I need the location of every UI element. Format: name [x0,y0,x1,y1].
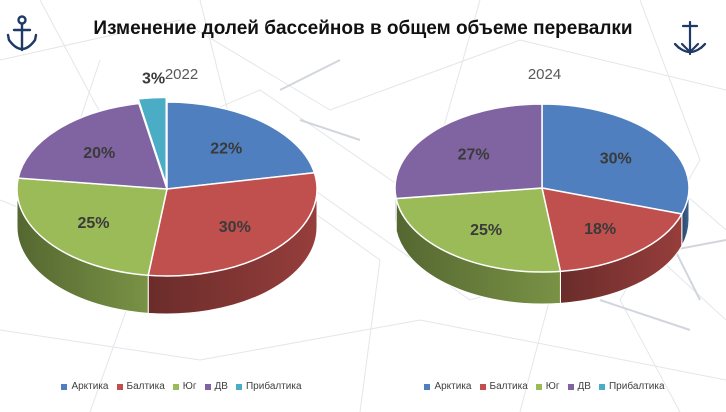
legend-swatch [535,383,542,390]
legend-label: Юг [545,381,560,392]
pie-slice-Юг [16,177,168,277]
page-title: Изменение долей бассейнов в общем объеме… [93,18,633,39]
legend-swatch [204,383,211,390]
chart-2024: 2024 30% 18% 25% 27% Арктика Балтика Юг ДВ Приб… [363,60,726,412]
data-label-Балтика: 30% [219,219,251,236]
data-label-Арктика: 30% [600,150,632,167]
legend-label: Прибалтика [608,381,665,392]
legend-swatch [235,383,242,390]
data-label-ДВ: 27% [458,147,490,164]
legend-label: Балтика [126,381,165,392]
legend-item-Балтика: Балтика [116,381,165,392]
legend-item-Прибалтика: Прибалтика [598,381,665,392]
anchor-icon [673,20,707,56]
pie-slice-Прибалтика [137,96,167,185]
legend-swatch [479,383,486,390]
legend-label: ДВ [577,381,591,392]
chart-legend: Арктика Балтика Юг ДВ Прибалтика [0,381,363,392]
legend-swatch [598,383,605,390]
pie-slice-Арктика [166,101,316,190]
pie-slice-Арктика [541,103,690,215]
pie-slice-Балтика [541,187,683,273]
legend-swatch [172,383,179,390]
legend-label: Балтика [489,381,528,392]
pie-slice-Балтика [147,171,318,277]
pie-slice-Юг [395,187,562,273]
pie-3d: 22% 30% 25% 20% 3% [16,70,318,315]
anchor-icon [6,15,38,52]
data-label-ДВ: 20% [83,145,115,162]
legend-label: Арктика [434,381,472,392]
legend-swatch [116,383,123,390]
legend-swatch [424,383,431,390]
chart-legend: Арктика Балтика Юг ДВ Прибалтика [363,381,726,392]
pie-slice-ДВ [17,102,169,190]
data-label-Прибалтика: 3% [142,70,165,87]
data-label-Юг: 25% [77,215,109,232]
chart-year-title: 2024 [527,66,562,83]
legend-swatch [567,383,574,390]
legend-label: Арктика [71,381,109,392]
data-label-Арктика: 22% [210,140,242,157]
data-label-Юг: 25% [470,222,502,239]
legend-label: Юг [182,381,197,392]
legend-label: Прибалтика [245,381,302,392]
legend-item-Арктика: Арктика [424,381,472,392]
chart-year-title: 2022 [164,66,199,83]
legend-item-Балтика: Балтика [479,381,528,392]
legend-item-Прибалтика: Прибалтика [235,381,302,392]
data-label-Балтика: 18% [584,221,616,238]
legend-item-Юг: Юг [172,381,197,392]
legend-item-ДВ: ДВ [567,381,591,392]
legend-item-Арктика: Арктика [61,381,109,392]
pie-3d: 30% 18% 25% 27% [394,103,690,305]
legend-label: ДВ [214,381,228,392]
legend-item-Юг: Юг [535,381,560,392]
chart-2022: 2022 22% 30% 25% 20% 3% Арктика Балтика Юг ДВ Пр… [0,60,363,412]
legend-swatch [61,383,68,390]
pie-slice-ДВ [394,103,543,200]
legend-item-ДВ: ДВ [204,381,228,392]
